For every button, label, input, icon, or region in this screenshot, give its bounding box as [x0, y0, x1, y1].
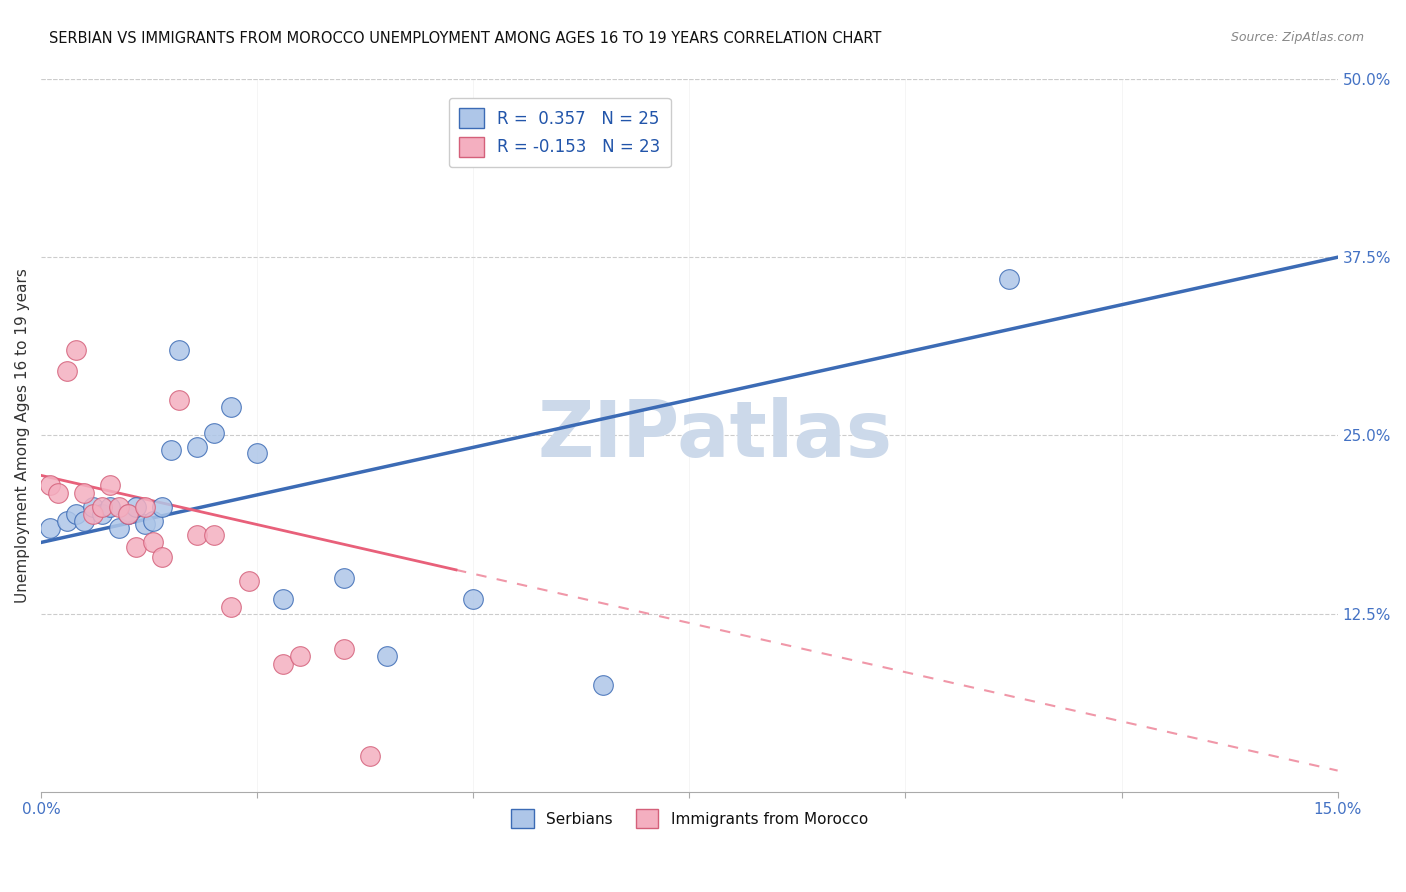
Point: [134, 500, 156, 514]
Point: [186, 528, 208, 542]
Text: ZIPatlas: ZIPatlas: [538, 398, 893, 474]
Point: [150, 500, 173, 514]
Point: [592, 678, 614, 692]
Point: [117, 507, 139, 521]
Point: [219, 400, 242, 414]
Legend: Serbians, Immigrants from Morocco: Serbians, Immigrants from Morocco: [505, 804, 875, 834]
Point: [56, 514, 79, 528]
Point: [998, 271, 1021, 285]
Text: Source: ZipAtlas.com: Source: ZipAtlas.com: [1230, 31, 1364, 45]
Point: [90, 507, 112, 521]
Y-axis label: Unemployment Among Ages 16 to 19 years: Unemployment Among Ages 16 to 19 years: [15, 268, 30, 603]
Point: [117, 507, 139, 521]
Point: [65, 507, 87, 521]
Point: [150, 549, 173, 564]
Point: [159, 442, 181, 457]
Text: SERBIAN VS IMMIGRANTS FROM MOROCCO UNEMPLOYMENT AMONG AGES 16 TO 19 YEARS CORREL: SERBIAN VS IMMIGRANTS FROM MOROCCO UNEMP…: [49, 31, 882, 46]
Point: [219, 599, 242, 614]
Point: [271, 592, 294, 607]
Point: [202, 425, 225, 440]
Point: [375, 649, 398, 664]
Point: [169, 392, 191, 407]
Point: [82, 500, 104, 514]
Point: [332, 571, 354, 585]
Point: [125, 500, 148, 514]
Point: [38, 478, 60, 492]
Point: [463, 592, 485, 607]
Point: [186, 440, 208, 454]
Point: [246, 445, 269, 459]
Point: [56, 364, 79, 378]
Point: [73, 485, 96, 500]
Point: [38, 521, 60, 535]
Point: [73, 514, 96, 528]
Point: [98, 500, 121, 514]
Point: [134, 516, 156, 531]
Point: [48, 485, 70, 500]
Point: [169, 343, 191, 357]
Point: [290, 649, 312, 664]
Point: [271, 657, 294, 671]
Point: [65, 343, 87, 357]
Point: [125, 540, 148, 554]
Point: [359, 749, 381, 764]
Point: [108, 500, 131, 514]
Point: [238, 574, 260, 588]
Point: [82, 507, 104, 521]
Point: [98, 478, 121, 492]
Point: [202, 528, 225, 542]
Point: [108, 521, 131, 535]
Point: [142, 535, 165, 549]
Point: [142, 514, 165, 528]
Point: [90, 500, 112, 514]
Point: [332, 642, 354, 657]
